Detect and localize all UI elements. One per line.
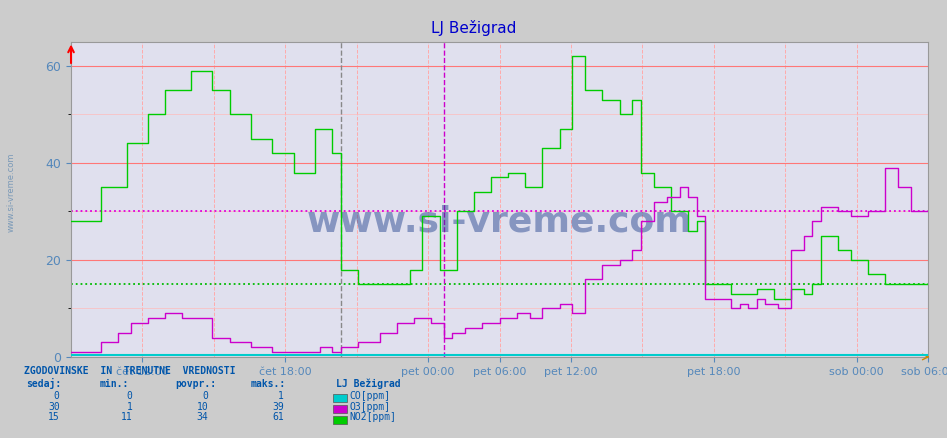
- Text: povpr.:: povpr.:: [175, 379, 216, 389]
- Text: ZGODOVINSKE  IN  TRENUTNE  VREDNOSTI: ZGODOVINSKE IN TRENUTNE VREDNOSTI: [24, 367, 235, 377]
- Text: www.si-vreme.com: www.si-vreme.com: [307, 205, 692, 238]
- Text: 39: 39: [273, 402, 284, 412]
- Text: 0: 0: [54, 391, 60, 401]
- Text: 1: 1: [278, 391, 284, 401]
- Text: 11: 11: [121, 413, 133, 423]
- Text: O3[ppm]: O3[ppm]: [349, 402, 390, 412]
- Text: 0: 0: [127, 391, 133, 401]
- Text: www.si-vreme.com: www.si-vreme.com: [7, 153, 16, 233]
- Text: 10: 10: [197, 402, 208, 412]
- Text: CO[ppm]: CO[ppm]: [349, 391, 390, 401]
- Text: sedaj:: sedaj:: [27, 378, 62, 389]
- Text: 30: 30: [48, 402, 60, 412]
- Text: min.:: min.:: [99, 379, 129, 389]
- Text: LJ Bežigrad: LJ Bežigrad: [431, 20, 516, 36]
- Text: 0: 0: [203, 391, 208, 401]
- Text: 61: 61: [273, 413, 284, 423]
- Text: NO2[ppm]: NO2[ppm]: [349, 413, 397, 423]
- Text: 15: 15: [48, 413, 60, 423]
- Text: 1: 1: [127, 402, 133, 412]
- Text: maks.:: maks.:: [251, 379, 286, 389]
- Text: LJ Bežigrad: LJ Bežigrad: [336, 378, 401, 389]
- Text: 34: 34: [197, 413, 208, 423]
